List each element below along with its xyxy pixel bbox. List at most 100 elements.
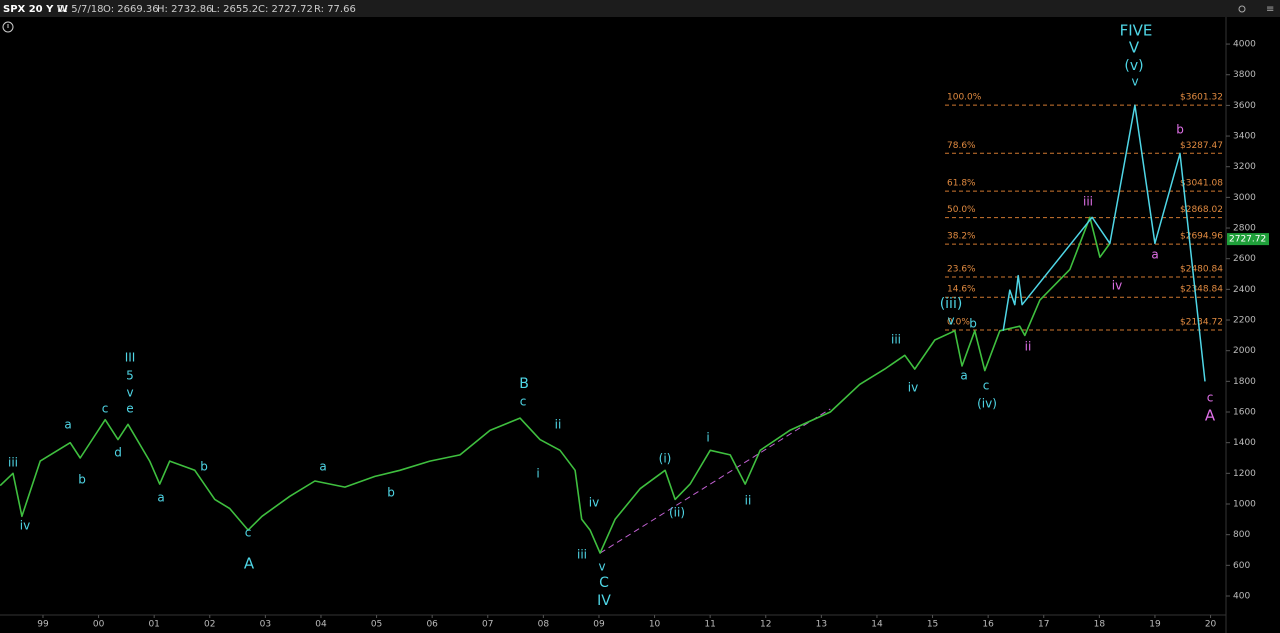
wave-label: a [960,369,967,383]
x-tick-label: 13 [816,620,827,630]
wave-label: d [114,446,122,460]
x-tick-label: 19 [1149,620,1161,630]
wave-label: v [947,314,954,328]
y-tick-label: 2400 [1233,285,1256,295]
header-field: L: 2655.2 [211,4,258,15]
x-tick-label: 20 [1205,620,1217,630]
wave-label: FIVE [1120,22,1153,40]
wave-label: iii [577,548,587,562]
x-tick-label: 08 [538,620,550,630]
y-tick-label: 3000 [1233,193,1256,203]
wave-label: iii [891,333,901,347]
x-tick-label: 06 [426,620,438,630]
fib-price: $2480.84 [1180,264,1223,274]
info-icon[interactable] [2,21,14,33]
header-field: O: 2669.36 [103,4,159,15]
y-tick-label: 3400 [1233,132,1256,142]
wave-label: ii [745,494,752,508]
y-tick-label: 800 [1233,530,1250,540]
wave-label: III [125,351,136,365]
wave-label: C [599,575,609,591]
wave-label: c [520,395,527,409]
wave-label: b [78,473,86,487]
wave-label: ii [555,418,562,432]
fib-price: $2134.72 [1180,318,1223,328]
menu-icon[interactable]: ≡ [1266,4,1274,15]
settings-icon[interactable] [1238,5,1246,13]
x-tick-label: 10 [649,620,661,630]
x-tick-label: 99 [37,620,49,630]
y-tick-label: 3800 [1233,70,1256,80]
wave-label: i [706,431,709,445]
y-tick-label: 1800 [1233,377,1256,387]
wave-label: a [1151,248,1158,262]
wave-label: iii [8,456,18,470]
x-tick-label: 09 [593,620,605,630]
y-tick-label: 1000 [1233,500,1256,510]
wave-label: b [1176,123,1184,137]
last-price-box [1227,233,1269,246]
wave-label: V [1129,39,1140,57]
x-tick-label: 12 [760,620,771,630]
wave-label: (iii) [940,296,963,312]
header-field: R: 77.66 [314,4,356,15]
x-tick-label: 02 [204,620,215,630]
y-tick-label: 600 [1233,561,1250,571]
wave-label: a [157,491,164,505]
fib-price: $2868.02 [1180,205,1223,215]
wave-label: B [519,376,529,392]
wave-label: ii [1025,340,1032,354]
wave-label: iii [1083,195,1093,209]
fib-price: $2348.84 [1180,285,1223,295]
wave-label: 5 [126,369,134,383]
x-tick-label: 16 [982,620,994,630]
header-field: D: 5/7/18 [57,4,103,15]
wave-label: v [1131,75,1138,89]
wave-label: IV [597,593,611,609]
x-tick-label: 04 [315,620,327,630]
y-tick-label: 1200 [1233,469,1256,479]
y-tick-label: 2800 [1233,224,1256,234]
wave-label: v [598,560,605,574]
x-tick-label: 01 [148,620,159,630]
trendline [599,408,831,554]
fib-pct: 61.8% [947,179,976,189]
wave-label: e [126,402,133,416]
y-tick-label: 3600 [1233,101,1256,111]
wave-label: c [102,402,109,416]
x-tick-label: 14 [871,620,883,630]
fib-pct: 38.2% [947,232,976,242]
fib-price: $3041.08 [1180,179,1223,189]
header-field: C: 2727.72 [258,4,313,15]
y-tick-label: 1400 [1233,438,1256,448]
wave-label: c [245,526,252,540]
wave-label: a [64,418,71,432]
header-bar [0,0,1280,17]
y-tick-label: 3200 [1233,162,1256,172]
fib-pct: 50.0% [947,205,976,215]
wave-label: (iv) [977,397,997,411]
x-tick-label: 07 [482,620,493,630]
fib-price: $3287.47 [1180,141,1223,151]
fib-pct: 23.6% [947,264,976,274]
x-tick-label: 18 [1094,620,1106,630]
wave-label: (i) [659,452,672,466]
x-tick-label: 11 [704,620,715,630]
wave-label: c [1207,391,1214,405]
wave-label: a [319,460,326,474]
y-tick-label: 4000 [1233,40,1256,50]
wave-label: A [1205,407,1216,425]
x-tick-label: 05 [371,620,382,630]
wave-label: iv [589,496,599,510]
wave-label: i [536,467,539,481]
y-tick-label: 2000 [1233,346,1256,356]
wave-label: iv [1112,279,1122,293]
wave-label: c [983,379,990,393]
y-tick-label: 2200 [1233,316,1256,326]
fib-pct: 14.6% [947,285,976,295]
fib-pct: 78.6% [947,141,976,151]
wave-label: b [200,460,208,474]
projection-line [1002,104,1206,382]
